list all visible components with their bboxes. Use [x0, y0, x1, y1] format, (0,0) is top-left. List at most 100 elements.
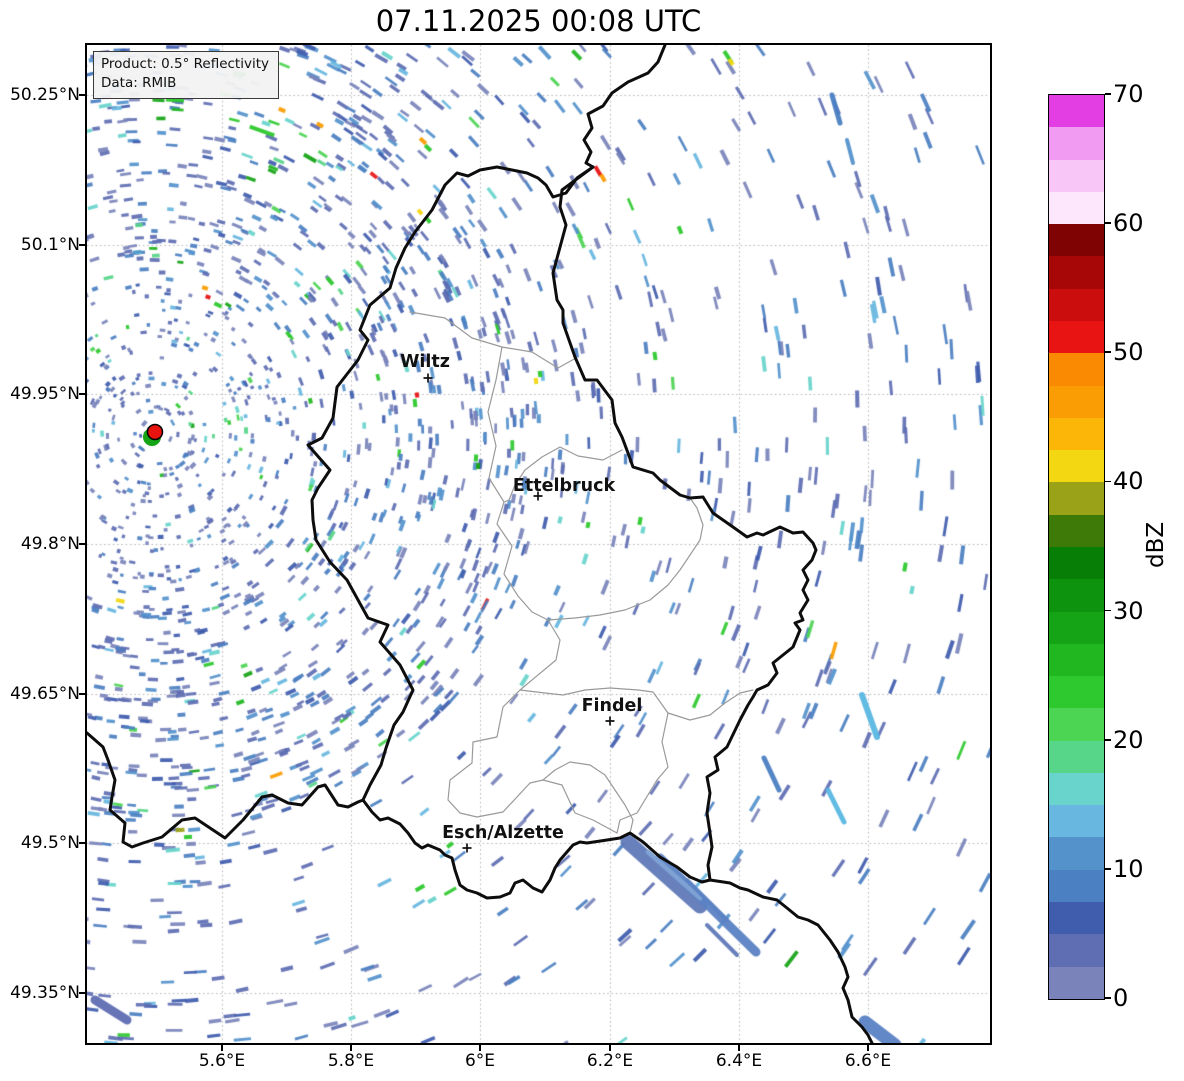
- colorbar-tick-label-40: 40: [1113, 467, 1144, 496]
- y-tickmark-0: [79, 94, 85, 96]
- colorbar-band-6: [1049, 288, 1104, 321]
- colorbar-tick-label-60: 60: [1113, 209, 1144, 238]
- y-tickmark-1: [79, 244, 85, 246]
- x-tickmark-2: [479, 1045, 481, 1051]
- city-ettelbruck: Ettelbruck: [513, 476, 616, 501]
- colorbar-unit-label: dBZ: [1143, 521, 1169, 569]
- colorbar-band-2: [1049, 159, 1104, 192]
- colorbar-band-27: [1049, 966, 1104, 999]
- colorbar-band-19: [1049, 708, 1104, 741]
- city-marker-icon: [533, 491, 543, 501]
- product-info-box: Product: 0.5° Reflectivity Data: RMIB: [93, 51, 279, 99]
- colorbar-band-23: [1049, 837, 1104, 870]
- colorbar-band-8: [1049, 353, 1104, 386]
- x-tick-label-1: 5.8°E: [327, 1051, 375, 1071]
- colorbar-band-11: [1049, 450, 1104, 483]
- y-tick-label-6: 49.35°N: [10, 983, 80, 1003]
- city-label: Esch/Alzette: [442, 823, 564, 843]
- y-tick-label-4: 49.65°N: [10, 684, 80, 704]
- colorbar-tick-label-20: 20: [1113, 725, 1144, 754]
- x-tickmark-5: [867, 1045, 869, 1051]
- radar-echo-canvas: [87, 45, 990, 1043]
- colorbar-tickmark-40: [1105, 480, 1111, 483]
- y-tickmark-3: [79, 543, 85, 545]
- x-tickmark-1: [350, 1045, 352, 1051]
- colorbar-band-7: [1049, 320, 1104, 354]
- colorbar-band-26: [1049, 934, 1104, 967]
- map-overlay: Wiltz Ettelbruck Findel Esch/Alzette: [87, 45, 874, 1043]
- colorbar-band-17: [1049, 643, 1104, 677]
- x-tickmark-0: [221, 1045, 223, 1051]
- y-tick-label-1: 50.1°N: [20, 235, 80, 255]
- colorbar-band-25: [1049, 902, 1104, 935]
- city-label: Ettelbruck: [513, 476, 616, 496]
- colorbar-band-4: [1049, 224, 1104, 257]
- colorbar-band-5: [1049, 256, 1104, 289]
- x-tickmark-4: [738, 1045, 740, 1051]
- region-border-4: [519, 687, 669, 834]
- colorbar-band-18: [1049, 676, 1104, 709]
- colorbar-band-20: [1049, 740, 1104, 773]
- region-border-7: [542, 761, 634, 834]
- colorbar-band-0: [1049, 95, 1104, 128]
- y-tick-label-2: 49.95°N: [10, 384, 80, 404]
- colorbar-tickmark-30: [1105, 609, 1111, 612]
- city-marker-icon: [605, 716, 615, 726]
- city-label: Wiltz: [400, 352, 450, 372]
- y-tickmark-4: [79, 693, 85, 695]
- colorbar-tickmark-70: [1105, 93, 1111, 95]
- colorbar-tick-label-30: 30: [1113, 596, 1144, 625]
- region-border-1: [487, 346, 549, 621]
- country-border-2: [87, 731, 365, 849]
- colorbar-tickmark-20: [1105, 738, 1111, 741]
- city-wiltz: Wiltz: [400, 352, 450, 383]
- colorbar-band-21: [1049, 772, 1104, 806]
- colorbar-tickmark-0: [1105, 997, 1111, 999]
- colorbar-tick-label-10: 10: [1113, 854, 1144, 883]
- figure-title: 07.11.2025 00:08 UTC: [375, 4, 702, 38]
- colorbar-tick-label-50: 50: [1113, 338, 1144, 367]
- country-border-0: [582, 45, 667, 169]
- region-border-6: [547, 497, 704, 621]
- city-esch-alzette: Esch/Alzette: [442, 823, 564, 853]
- region-border-5: [667, 689, 754, 721]
- y-tick-label-0: 50.25°N: [10, 85, 80, 105]
- radar-site-dot: [146, 423, 164, 441]
- colorbar-tickmark-10: [1105, 868, 1111, 870]
- colorbar-band-24: [1049, 869, 1104, 903]
- colorbar-band-14: [1049, 546, 1104, 580]
- colorbar-band-15: [1049, 579, 1104, 612]
- colorbar-band-3: [1049, 191, 1104, 225]
- x-tick-label-5: 6.6°E: [844, 1051, 892, 1071]
- region-border-2: [503, 446, 623, 503]
- y-tick-label-3: 49.8°N: [20, 534, 80, 554]
- city-marker-icon: [462, 843, 472, 853]
- colorbar: [1048, 94, 1105, 1000]
- colorbar-band-16: [1049, 611, 1104, 644]
- y-tick-label-5: 49.5°N: [20, 833, 80, 853]
- x-tick-label-0: 5.6°E: [198, 1051, 246, 1071]
- region-border-3: [447, 619, 618, 834]
- colorbar-tick-label-0: 0: [1113, 984, 1129, 1012]
- country-border-3: [708, 878, 874, 1043]
- colorbar-band-9: [1049, 385, 1104, 418]
- map-frame: Wiltz Ettelbruck Findel Esch/Alzette Produc…: [85, 43, 992, 1045]
- data-source-line: Data: RMIB: [101, 75, 177, 91]
- y-tickmark-5: [79, 842, 85, 844]
- city-findel: Findel: [582, 696, 642, 726]
- colorbar-tickmark-60: [1105, 222, 1111, 224]
- colorbar-band-10: [1049, 417, 1104, 451]
- colorbar-band-22: [1049, 805, 1104, 838]
- city-marker-icon: [423, 373, 433, 383]
- x-tick-label-4: 6.4°E: [715, 1051, 763, 1071]
- x-tick-label-3: 6.2°E: [586, 1051, 634, 1071]
- product-line: Product: 0.5° Reflectivity: [101, 56, 269, 72]
- y-tickmark-6: [79, 992, 85, 994]
- colorbar-band-13: [1049, 514, 1104, 547]
- colorbar-tick-label-70: 70: [1113, 80, 1144, 108]
- x-tickmark-3: [609, 1045, 611, 1051]
- colorbar-band-12: [1049, 482, 1104, 515]
- colorbar-band-1: [1049, 127, 1104, 160]
- y-tickmark-2: [79, 393, 85, 395]
